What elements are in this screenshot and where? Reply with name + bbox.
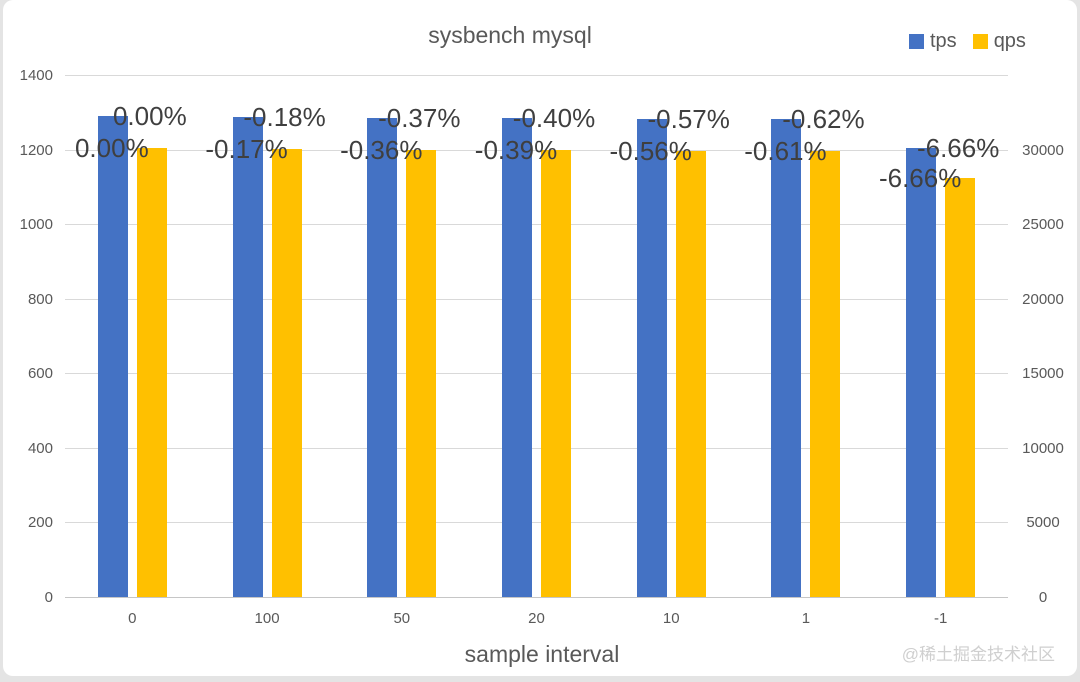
right-axis-tick: 30000 bbox=[1022, 141, 1064, 159]
right-axis-tick: 25000 bbox=[1022, 216, 1064, 234]
left-axis-tick: 400 bbox=[27, 439, 53, 457]
qps-data-label: -0.36% bbox=[340, 134, 423, 165]
legend-item-qps: qps bbox=[972, 30, 1026, 52]
left-axis-tick: 200 bbox=[27, 514, 53, 532]
legend-label-qps: qps bbox=[993, 30, 1026, 52]
gridline bbox=[65, 597, 1008, 598]
chart-title: sysbench mysql bbox=[428, 22, 592, 48]
right-axis-tick: 20000 bbox=[1022, 290, 1064, 308]
qps-bar bbox=[271, 148, 302, 597]
tps-data-label: -0.18% bbox=[243, 101, 326, 132]
legend-item-tps: tps bbox=[909, 31, 957, 51]
tps-data-label: -0.40% bbox=[512, 102, 596, 133]
legend: tps qps bbox=[909, 31, 1026, 51]
tps-data-label: -0.57% bbox=[647, 103, 730, 134]
tps-data-label: -0.37% bbox=[378, 102, 461, 133]
chart-card: sysbench mysql tps qps 1400 1200 30000 1000 2… bbox=[3, 0, 1077, 676]
tps-data-label: 0.00% bbox=[112, 101, 187, 131]
left-axis-tick: 600 bbox=[27, 365, 53, 383]
qps-bar bbox=[136, 148, 167, 597]
left-axis-tick: 0 bbox=[44, 589, 53, 606]
tps-bar bbox=[636, 118, 667, 597]
right-axis-tick: 5000 bbox=[1026, 514, 1060, 532]
gridline bbox=[65, 447, 1008, 449]
legend-swatch-qps bbox=[972, 33, 988, 49]
qps-data-label: -0.56% bbox=[609, 135, 692, 166]
tps-bar bbox=[771, 118, 802, 597]
x-axis-tick: -1 bbox=[933, 610, 948, 627]
tps-bar bbox=[232, 116, 263, 597]
qps-bar bbox=[810, 150, 841, 597]
left-axis-tick: 1200 bbox=[19, 141, 53, 159]
x-axis-tick: 20 bbox=[528, 610, 545, 627]
tps-data-label: -0.62% bbox=[782, 103, 865, 134]
x-axis-tick: 10 bbox=[662, 610, 680, 627]
qps-data-label: -0.17% bbox=[205, 133, 288, 164]
x-axis-tick: 50 bbox=[393, 610, 411, 627]
qps-bar bbox=[675, 150, 706, 597]
legend-label-tps: tps bbox=[930, 30, 957, 52]
qps-data-label: 0.00% bbox=[74, 133, 149, 164]
legend-swatch-tps bbox=[909, 33, 924, 49]
x-axis-tick: 0 bbox=[128, 610, 137, 627]
tps-bar bbox=[906, 148, 937, 597]
qps-data-label: -0.39% bbox=[474, 134, 558, 165]
qps-data-label: -6.66% bbox=[878, 162, 962, 193]
gridline bbox=[65, 522, 1008, 524]
qps-bar bbox=[945, 177, 976, 597]
gridline bbox=[65, 298, 1008, 300]
tps-bar bbox=[502, 117, 532, 597]
left-axis-tick: 800 bbox=[27, 290, 53, 308]
gridline bbox=[65, 149, 1008, 151]
gridline bbox=[65, 75, 1008, 76]
right-axis-tick: 15000 bbox=[1022, 365, 1064, 383]
qps-bar bbox=[541, 149, 571, 597]
tps-bar bbox=[97, 116, 128, 597]
right-axis-tick: 0 bbox=[1038, 589, 1048, 606]
plot-area: 1400 1200 30000 1000 25000 800 20000 600 15000 40… bbox=[3, 0, 1080, 682]
gridline bbox=[65, 224, 1008, 226]
tps-data-label: -6.66% bbox=[916, 133, 1000, 164]
x-axis-tick: 1 bbox=[801, 610, 811, 627]
gridline bbox=[65, 373, 1008, 375]
right-axis-tick: 10000 bbox=[1022, 439, 1064, 457]
tps-bar bbox=[367, 117, 398, 597]
left-axis-tick: 1000 bbox=[19, 216, 53, 234]
x-axis-tick: 100 bbox=[254, 610, 280, 627]
watermark: @稀土掘金技术社区 bbox=[901, 645, 1055, 664]
x-axis-title: sample interval bbox=[464, 641, 620, 667]
qps-data-label: -0.61% bbox=[744, 135, 827, 166]
qps-bar bbox=[406, 149, 437, 597]
left-axis-tick: 1400 bbox=[19, 67, 53, 84]
